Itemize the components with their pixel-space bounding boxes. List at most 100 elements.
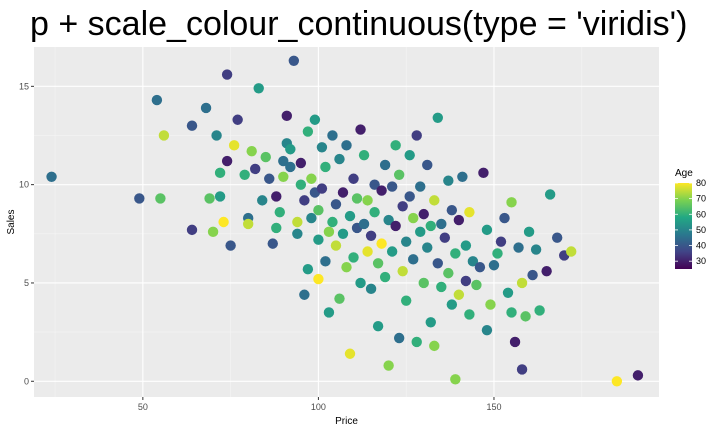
scatter-point	[464, 206, 475, 218]
scatter-point	[341, 262, 352, 273]
scatter-point	[316, 142, 328, 153]
scatter-point	[415, 181, 426, 192]
scatter-point	[432, 258, 443, 269]
legend-title: Age	[675, 168, 693, 179]
scatter-point	[330, 240, 342, 251]
scatter-point	[474, 262, 486, 273]
scatter-point	[632, 370, 644, 381]
scatter-point	[516, 364, 528, 375]
scatter-point	[418, 277, 429, 289]
scatter-point	[218, 216, 229, 228]
scatter-point	[443, 175, 454, 186]
scatter-point	[285, 161, 296, 173]
scatter-point	[393, 332, 405, 344]
scatter-point	[278, 171, 289, 182]
scatter-point	[393, 169, 405, 181]
scatter-point	[376, 238, 387, 249]
scatter-point	[221, 69, 233, 80]
scatter-point	[425, 220, 436, 232]
y-tick-label: 10	[19, 180, 29, 190]
scatter-point	[344, 348, 356, 359]
scatter-point	[46, 171, 57, 182]
scatter-point	[358, 149, 370, 161]
scatter-point	[397, 201, 408, 212]
scatter-point	[313, 234, 324, 245]
scatter-point	[316, 183, 328, 194]
scatter-point	[471, 279, 482, 291]
scatter-point	[204, 193, 215, 204]
legend-tick-label: 80	[696, 178, 706, 188]
scatter-point	[257, 195, 268, 206]
scatter-point	[478, 167, 489, 179]
scatter-point	[400, 295, 412, 306]
scatter-point	[309, 114, 321, 125]
scatter-point	[285, 144, 296, 155]
scatter-point	[288, 55, 300, 66]
scatter-point	[453, 214, 465, 226]
scatter-point	[134, 193, 145, 204]
plot-panel	[34, 47, 659, 397]
x-tick-label: 50	[138, 402, 148, 412]
scatter-point	[376, 185, 387, 196]
x-axis-ticks: 50 100 150	[138, 397, 501, 412]
scatter-point	[544, 189, 556, 200]
scatter-point	[327, 216, 338, 228]
scatter-point	[379, 271, 391, 283]
scatter-point	[460, 240, 472, 251]
chart-title: p + scale_colour_continuous(type = 'viri…	[30, 5, 688, 43]
scatter-point	[344, 210, 356, 222]
scatter-point	[390, 140, 401, 151]
scatter-point	[534, 305, 545, 316]
scatter-point	[271, 191, 282, 202]
scatter-point	[323, 307, 335, 318]
scatter-point	[495, 236, 507, 247]
y-axis-title: Sales	[6, 209, 17, 234]
scatter-point	[411, 130, 422, 141]
scatter-point	[351, 193, 363, 204]
scatter-point	[302, 126, 314, 137]
scatter-point	[246, 146, 257, 157]
scatter-point	[228, 140, 240, 151]
scatter-point	[509, 336, 521, 348]
scatter-point	[362, 246, 373, 257]
scatter-point	[453, 289, 465, 300]
scatter-point	[422, 159, 433, 171]
scatter-point	[292, 228, 303, 239]
scatter-point	[313, 273, 324, 285]
scatter-point	[278, 155, 289, 167]
scatter-point	[520, 311, 531, 322]
scatter-point	[404, 191, 415, 202]
scatter-point	[186, 120, 198, 131]
scatter-point	[299, 195, 310, 206]
scatter-point	[271, 222, 282, 234]
scatter-point	[425, 317, 436, 328]
scatter-point	[429, 340, 440, 352]
y-tick-label: 0	[24, 376, 29, 386]
legend-colorbar	[675, 183, 692, 269]
scatter-point	[611, 376, 623, 387]
scatter-point	[485, 299, 496, 310]
scatter-point	[429, 195, 440, 206]
scatter-point	[221, 155, 233, 167]
scatter-point	[323, 226, 335, 238]
scatter-point	[358, 218, 370, 230]
scatter-point	[362, 195, 373, 206]
major-gridlines	[34, 47, 659, 397]
scatter-point	[186, 224, 198, 236]
scatter-point	[292, 216, 303, 228]
scatter-point	[400, 236, 412, 247]
scatter-point	[295, 179, 307, 190]
y-tick-label: 15	[19, 81, 29, 91]
scatter-point	[334, 293, 345, 304]
legend-tick-label: 40	[696, 241, 706, 251]
scatter-point	[355, 277, 366, 289]
scatter-point	[481, 224, 493, 236]
scatter-point	[506, 307, 517, 318]
scatter-point	[432, 112, 443, 123]
scatter-point	[337, 187, 349, 198]
scatter-point	[330, 199, 342, 210]
x-tick-label: 150	[486, 402, 501, 412]
scatter-point	[527, 269, 538, 281]
scatter-point	[260, 151, 271, 163]
y-tick-label: 5	[24, 278, 29, 288]
